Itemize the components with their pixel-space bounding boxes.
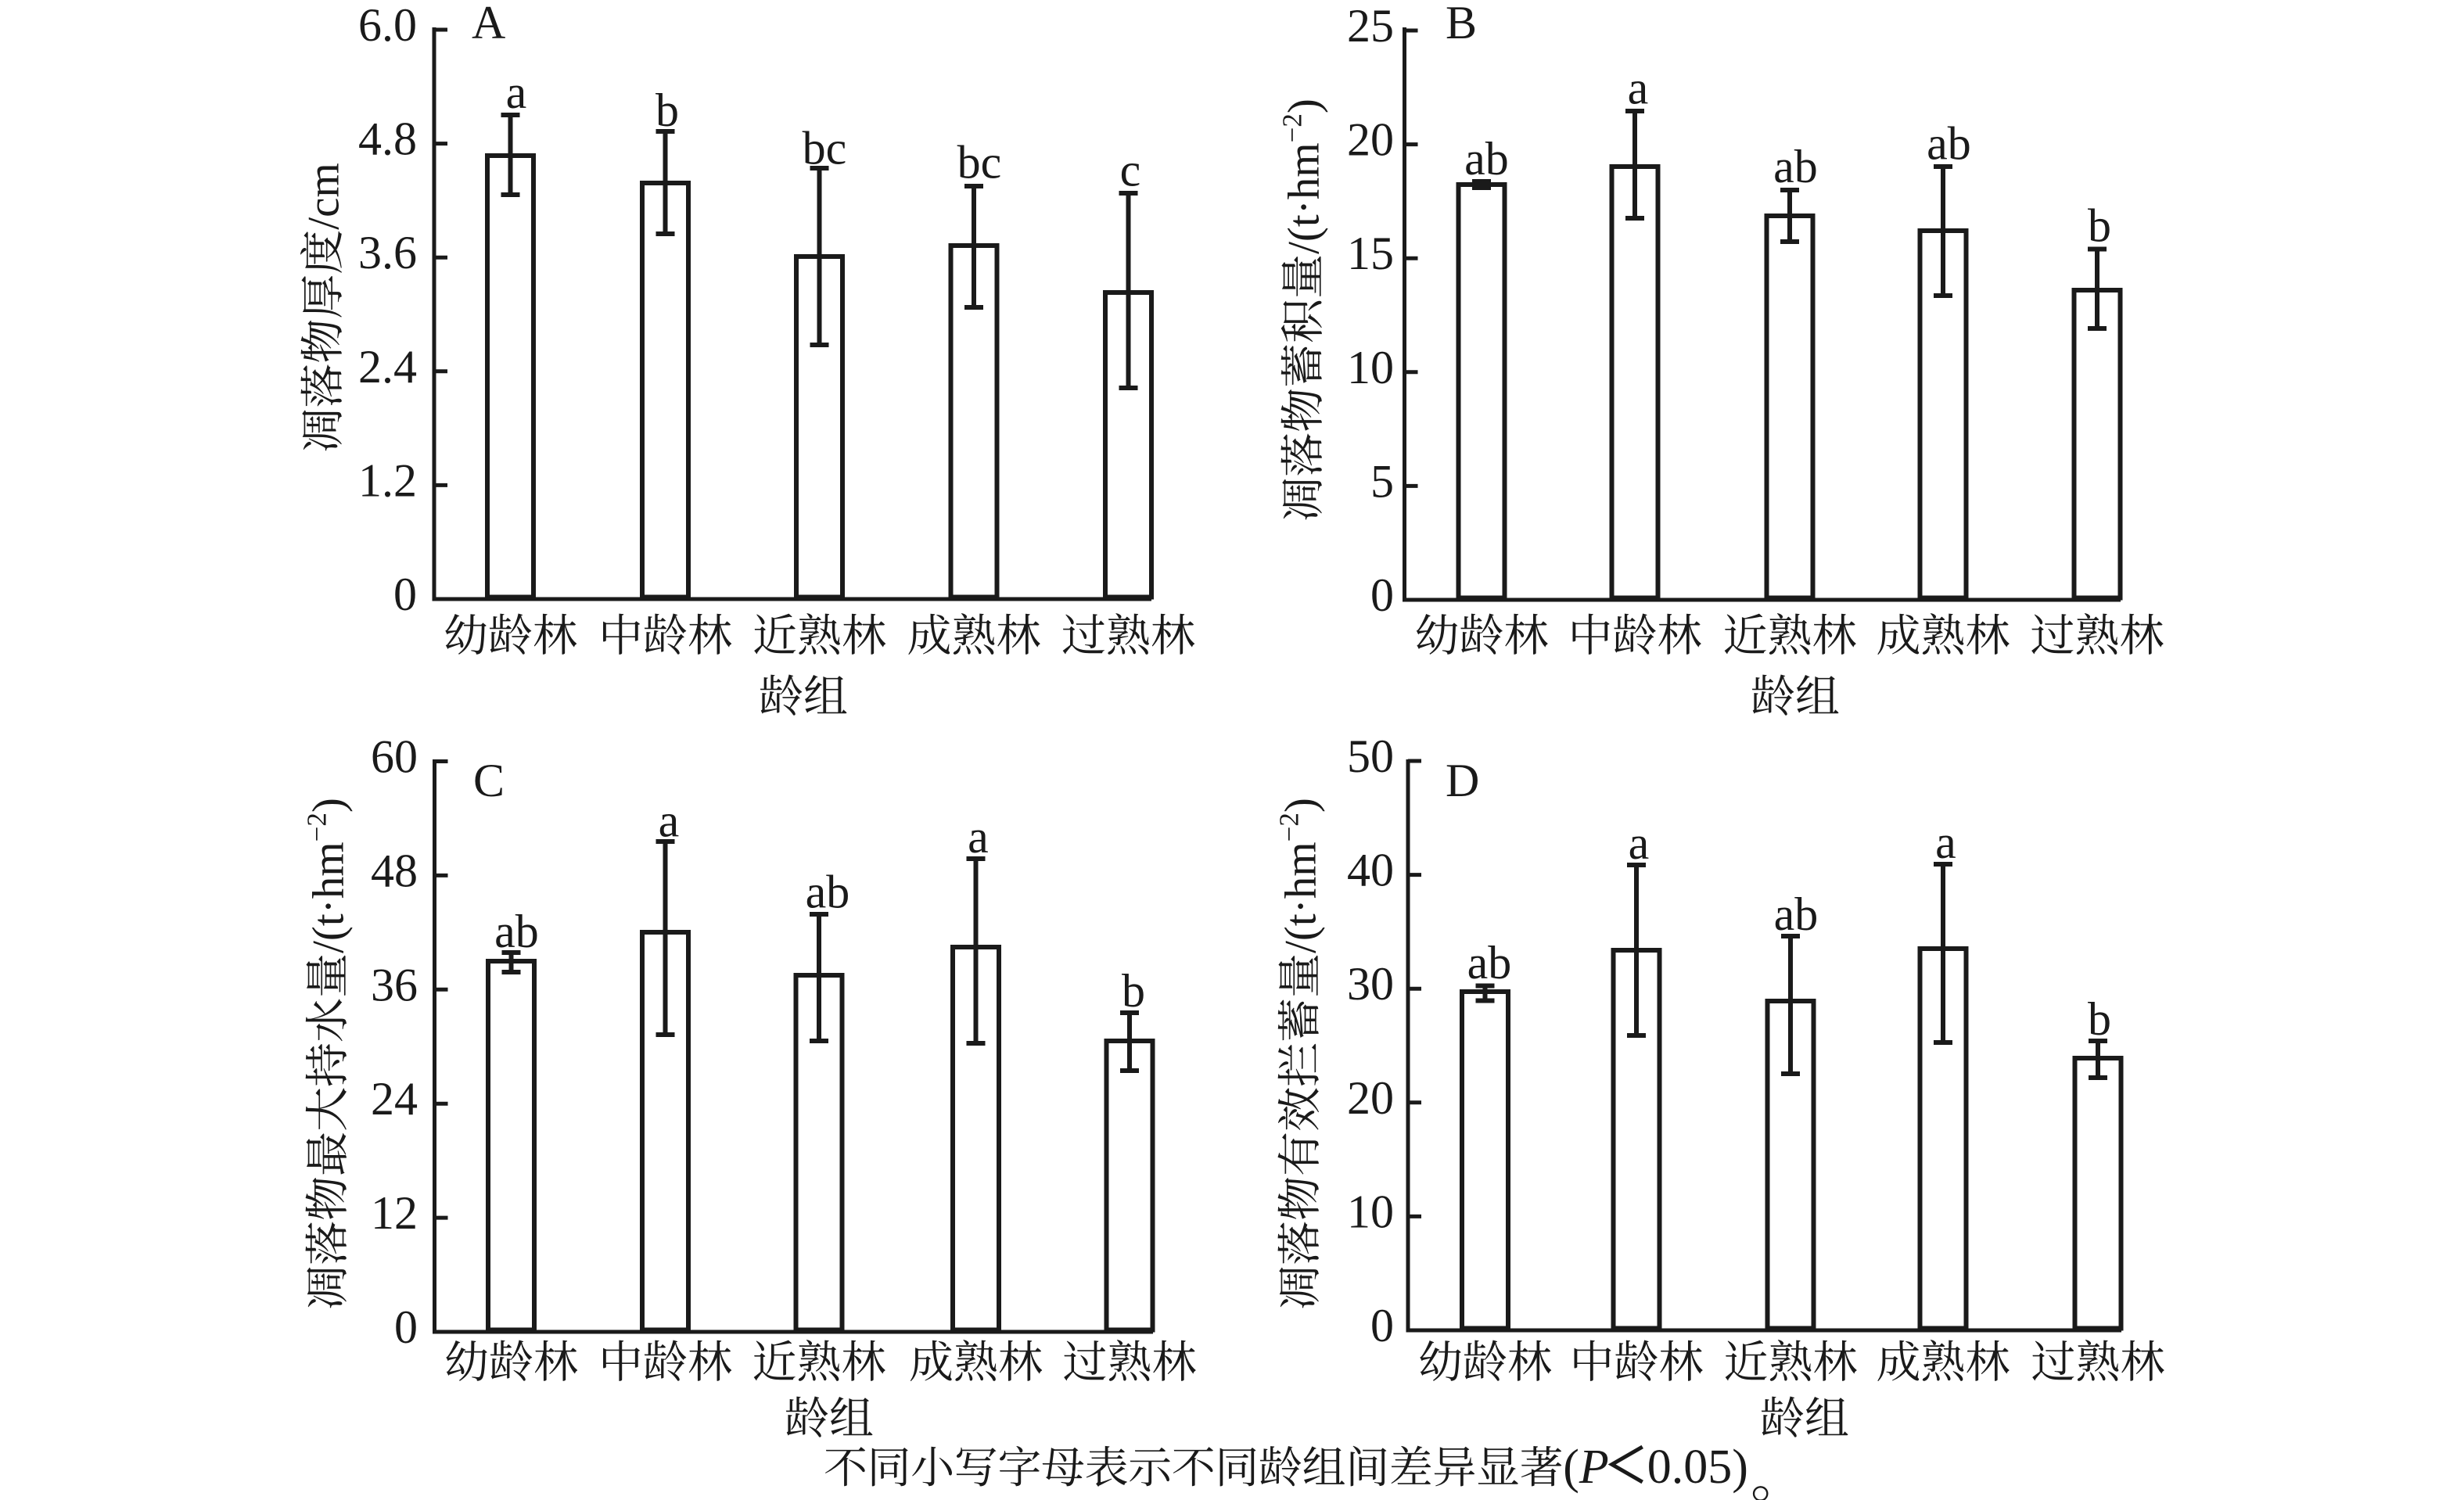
svg-text:a: a [1935,816,1956,868]
svg-text:12: 12 [371,1187,418,1239]
svg-text:b: b [2088,993,2111,1045]
svg-text:36: 36 [371,959,418,1010]
svg-text:(P: (P [1563,1441,1609,1494]
svg-text:b: b [1122,965,1145,1017]
svg-text:48: 48 [371,845,418,896]
svg-text:25: 25 [1347,0,1394,52]
svg-text:a: a [659,795,680,847]
svg-text:A: A [472,0,505,48]
svg-text:bc: bc [957,137,1002,188]
svg-text:0.05): 0.05) [1647,1441,1748,1494]
svg-text:10: 10 [1347,1186,1394,1237]
svg-text:0: 0 [394,1301,418,1353]
svg-text:30: 30 [1347,958,1394,1010]
svg-text:bc: bc [803,123,847,174]
svg-text:a: a [506,66,527,118]
svg-text:6.0: 6.0 [358,0,417,51]
svg-text:b: b [656,84,679,136]
svg-text:ab: ab [1467,937,1512,989]
svg-text:15: 15 [1347,228,1394,279]
svg-text:c: c [1120,145,1141,196]
svg-text:B: B [1446,0,1477,48]
svg-text:C: C [473,755,505,806]
svg-text:4.8: 4.8 [358,113,417,165]
svg-text:24: 24 [371,1073,418,1125]
svg-text:50: 50 [1347,730,1394,782]
svg-text:ab: ab [1773,141,1818,192]
svg-text:40: 40 [1347,845,1394,896]
svg-text:ab: ab [806,867,850,918]
svg-text:20: 20 [1347,114,1394,166]
svg-text:3.6: 3.6 [358,227,417,278]
svg-text:0: 0 [1370,569,1394,621]
svg-text:b: b [2088,200,2111,252]
svg-text:10: 10 [1347,342,1394,393]
svg-text:/cm: /cm [299,163,348,229]
svg-text:0: 0 [393,569,417,620]
svg-text:ab: ab [494,906,539,957]
svg-text:ab: ab [1774,888,1819,940]
svg-text:60: 60 [371,731,418,783]
svg-text:a: a [1628,63,1649,114]
svg-text:a: a [968,811,989,863]
svg-text:0: 0 [1370,1300,1394,1351]
svg-text:ab: ab [1927,118,1971,170]
svg-text:2.4: 2.4 [358,341,417,393]
svg-text:a: a [1629,817,1650,869]
svg-text:20: 20 [1347,1072,1394,1124]
svg-text:1.2: 1.2 [358,454,417,506]
svg-text:5: 5 [1370,455,1394,507]
svg-text:D: D [1446,755,1479,806]
svg-text:ab: ab [1464,133,1509,185]
